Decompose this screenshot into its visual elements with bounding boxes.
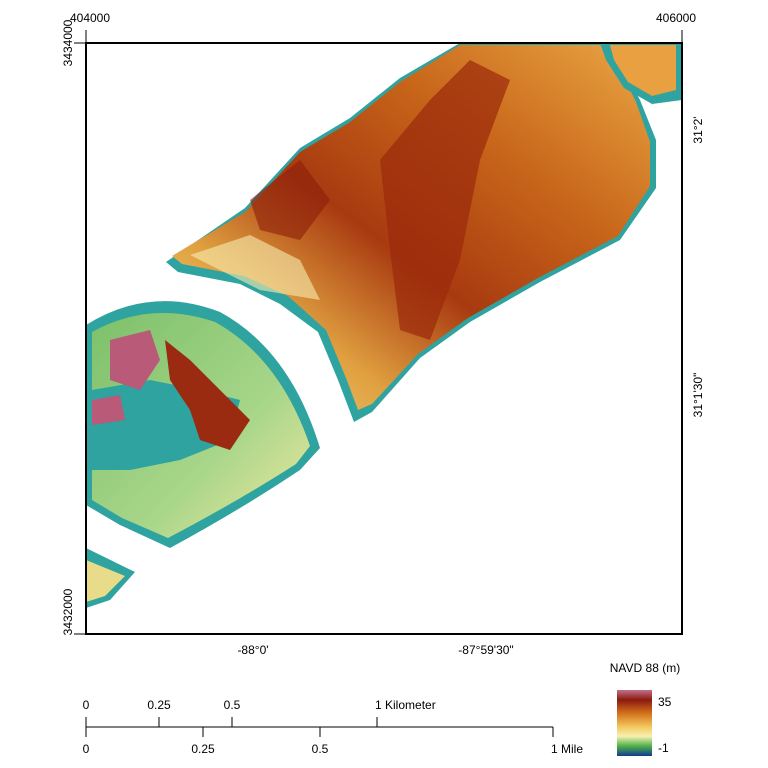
color-bar [617, 690, 652, 756]
legend-max: 35 [658, 695, 672, 709]
mile-label: 1 Mile [551, 742, 583, 756]
legend-min: -1 [658, 741, 669, 755]
northing-label: 3434000 [61, 19, 75, 66]
easting-label: 404000 [70, 11, 110, 25]
km-label: 0 [83, 698, 90, 712]
latitude-label: 31°2' [691, 116, 705, 143]
km-label: 0.5 [224, 698, 241, 712]
dark-patch [250, 160, 330, 240]
longitude-label: -87°59'30" [458, 643, 513, 657]
km-label: 1 Kilometer [375, 698, 436, 712]
map-frame [85, 42, 683, 635]
high-patch [110, 330, 160, 390]
northing-label: 3432000 [61, 588, 75, 635]
km-label: 0.25 [147, 698, 171, 712]
frame-ticks [74, 30, 683, 635]
mile-label: 0.5 [312, 742, 329, 756]
scale-bar [85, 717, 554, 737]
mile-label: 0 [83, 742, 90, 756]
dark-patch [380, 60, 510, 340]
high-patch [92, 395, 125, 425]
island-land [86, 560, 125, 602]
island-land [610, 45, 676, 96]
longitude-label: -88°0' [237, 643, 268, 657]
easting-label: 406000 [656, 11, 696, 25]
mile-label: 0.25 [191, 742, 215, 756]
legend-title: NAVD 88 (m) [610, 661, 680, 675]
light-patch [190, 235, 320, 300]
map-raster [86, 43, 682, 608]
latitude-label: 31°1'30" [691, 373, 705, 418]
high-patch [165, 340, 250, 450]
